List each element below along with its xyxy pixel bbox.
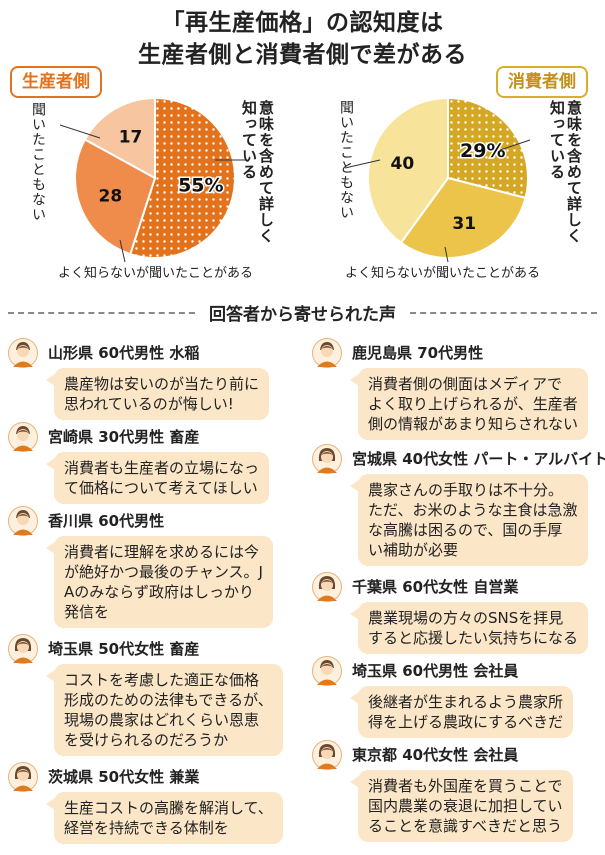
chart-title-line1: 「再生産価格」の認知度は [161,10,444,36]
voice-comment-bubble: 農産物は安いのが当たり前に 思われているのが悔しい! [45,368,270,420]
voice-comment-line: 後継者が生まれるよう農家所 [368,693,564,711]
man-avatar-icon [8,338,38,368]
pie-charts-svg: 55% 28 17 29% 31 40 [59,96,531,263]
voice-comment-line: な高騰は困るので、国の手厚 [368,521,563,539]
voice-respondent: 千葉県 60代女性 自営業 [352,578,519,596]
voice-comment-line: ることを意識すべきだと思う [368,817,562,835]
producer-pie: 55% 28 17 [74,96,236,259]
chart-title-line2: 生産者側と消費者側で差がある [138,42,467,68]
voice-comment-line: 農家さんの手取りは不十分。 [368,481,564,499]
voices-heading-text: 回答者から寄せられた声 [199,305,406,325]
voice-comment-bubble: 消費者も外国産を買うことで 国内農業の衰退に加担してい ることを意識すべきだと思う [350,770,573,842]
man-avatar-icon [8,506,38,536]
voice-comment-bubble: 生産コストの高騰を解消して、 経営を持続できる体制を [46,792,283,844]
consumer-slice-label-1: 31 [452,214,476,234]
voice-comment-bubble: 農家さんの手取りは不十分。 ただ、お米のような主食は急激 な高騰は困るので、国の手厚… [350,474,588,566]
woman-avatar-icon [312,444,342,474]
voice-comment-line: 消費者側の側面はメディアで [368,375,562,393]
consumer-know-label: 意味を含めて詳しく知っている [548,100,583,244]
voice-comment-bubble: 消費者に理解を求めるには今 が絶好かつ最後のチャンス。J Aのみならず政府はしっかり… [46,536,273,628]
producer-never-label: 聞いたこともない [30,102,46,222]
voice-comment-line: 思われているのが悔しい! [64,395,234,413]
voice-comment-line: よく取り上げられるが、生産者 [368,395,578,413]
consumer-never-leader [344,159,381,169]
voice-comment-line: が絶好かつ最後のチャンス。J [64,563,263,581]
voice-comment-bubble: コストを考慮した適正な価格 形成のための法律もできるが、 現場の農家はどれくらい恩恵… [46,664,283,756]
producer-slice-label-0: 55% [178,174,223,196]
voice-comment-line: 発信を [64,603,110,621]
man-avatar-icon [8,422,38,452]
consumer-never-label: 聞いたこともない [338,100,354,220]
voice-comment-bubble: 後継者が生まれるよう農家所 得を上げる農政にするべきだ [349,686,574,738]
voice-comment-bubble: 農業現場の方々のSNSを拝見 すると応援したい気持ちになる [349,602,589,654]
voice-comment-line: すると応援したい気持ちになる [368,629,579,647]
voice-respondent: 鹿児島県 70代男性 [352,344,484,362]
producer-slice-2 [83,96,156,180]
woman-avatar-icon [8,634,38,664]
consumer-heard-leader [444,246,449,263]
consumer-pie: 29% 31 40 [367,96,529,259]
voice-comment-line: 側の情報があまり知らされない [368,415,579,433]
consumer-slice-0 [447,96,529,200]
producer-heard-label: よく知らないが聞いたことがある [58,266,254,281]
consumer-heard-label: よく知らないが聞いたことがある [345,266,541,281]
consumer-slice-2 [367,96,449,245]
producer-know-label: 意味を含めて詳しく知っている [240,100,275,244]
voice-comment-line: 経営を持続できる体制を [64,819,229,837]
voice-comment-line: Aのみならず政府はしっかり [64,583,254,601]
voice-comment-line: 生産コストの高騰を解消して、 [64,799,273,817]
producer-slice-label-1: 28 [99,187,123,207]
consumer-slice-label-2: 40 [391,154,415,174]
voice-respondent: 埼玉県 50代女性 畜産 [48,640,200,658]
voice-comment-line: 形成のための法律もできるが、 [64,691,273,709]
voice-comment-line: 得を上げる農政にするべきだ [368,713,564,731]
voice-comment-line: 農産物は安いのが当たり前に [64,375,260,393]
consumer-slice-1 [399,176,527,259]
voice-comment-bubble: 消費者も生産者の立場になっ て価格について考えてほしい [45,452,270,504]
voice-comment-line: ただ、お米のような主食は急激 [368,501,578,519]
woman-avatar-icon [8,762,38,792]
producer-slice-label-2: 17 [119,128,143,148]
voice-respondent: 宮崎県 30代男性 畜産 [48,428,200,446]
voice-comment-bubble: 消費者側の側面はメディアで よく取り上げられるが、生産者 側の情報があまり知らされな… [349,368,589,440]
voice-comment-line: 農業現場の方々のSNSを拝見 [368,609,564,627]
voice-comment-line: コストを考慮した適正な価格 [64,671,260,689]
voice-comment-line: 消費者も外国産を買うことで [368,777,563,795]
voice-comment-line: 消費者も生産者の立場になっ [64,459,260,477]
man-avatar-icon [312,338,342,368]
voice-respondent: 埼玉県 60代男性 会社員 [352,662,519,680]
man-avatar-icon [312,656,342,686]
voice-comment-line: 国内農業の衰退に加担してい [368,797,563,815]
voice-comment-line: い補助が必要 [368,541,459,559]
woman-avatar-icon [312,572,342,602]
voice-respondent: 山形県 60代男性 水稲 [48,344,200,362]
voice-respondent: 宮城県 40代女性 パート・アルバイト [352,450,605,468]
voice-respondent: 東京都 40代女性 会社員 [352,746,519,764]
voice-respondent: 香川県 60代男性 [48,512,165,530]
producer-never-leader [59,124,101,139]
voice-respondent: 茨城県 50代女性 兼業 [48,768,200,786]
voice-comment-line: を受けられるのだろうか [64,731,229,749]
consumer-slice-label-0: 29% [460,140,505,162]
voice-comment-line: 消費者に理解を求めるには今 [64,543,260,561]
consumer-side-label: 消費者側 [496,66,588,98]
producer-heard-leader [119,239,126,263]
voice-comment-line: 現場の農家はどれくらい恩恵 [64,711,260,729]
producer-slice-0 [129,96,236,259]
consumer-know-leader [499,139,531,151]
voice-comment-line: て価格について考えてほしい [64,479,258,497]
woman-avatar-icon [312,740,342,770]
producer-side-label: 生産者側 [10,66,102,98]
voices-heading: 回答者から寄せられた声 [0,300,605,325]
